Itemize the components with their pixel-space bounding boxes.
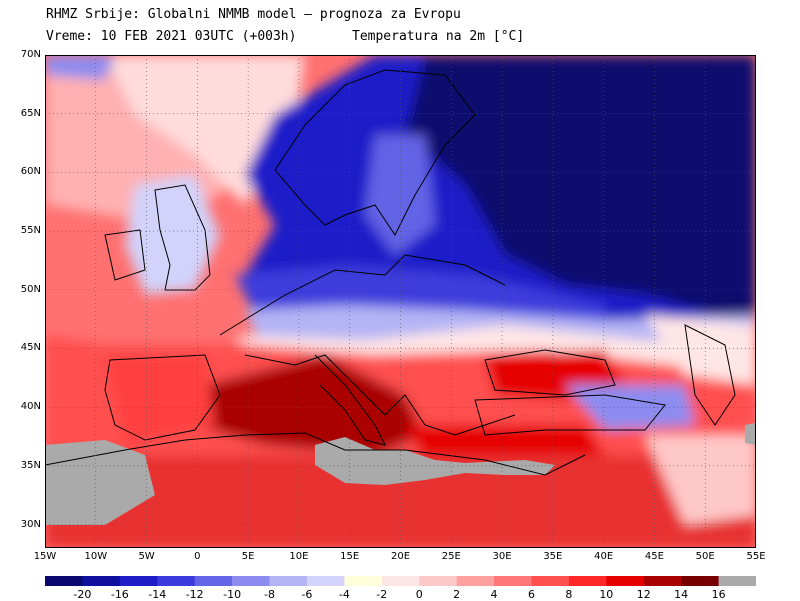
colorbar-label: -4: [338, 588, 350, 601]
map-title: RHMZ Srbije: Globalni NMMB model — progn…: [46, 7, 461, 22]
very-cold-east: [405, 55, 756, 325]
lon-label: 5E: [241, 551, 255, 562]
colorbar-segment: [531, 576, 570, 586]
colorbar-label: 10: [599, 588, 614, 601]
colorbar-segment: [381, 576, 420, 586]
colorbar-label: 8: [565, 588, 573, 601]
italy-coast: [314, 354, 386, 446]
colorbar-label: -6: [301, 588, 313, 601]
colorbar-label: 14: [674, 588, 689, 601]
lon-label: 15W: [33, 551, 57, 562]
lon-label: 20E: [390, 551, 411, 562]
missing-east: [745, 423, 756, 445]
europe-coast: [219, 254, 516, 436]
caspian-coast: [684, 324, 736, 426]
colorbar-segment: [494, 576, 532, 586]
colorbar-label: -10: [223, 588, 242, 601]
colorbar-label: -8: [264, 588, 275, 601]
colorbar-segment: [194, 576, 233, 586]
map-frame: [45, 55, 756, 548]
colorbar: [45, 576, 756, 586]
colorbar-segment: [306, 576, 345, 586]
lat-label: 50N: [20, 283, 41, 295]
colorbar-label: -20: [73, 588, 92, 601]
lon-label: 40E: [594, 551, 614, 562]
colorbar-segment: [606, 576, 645, 586]
lat-label: 35N: [20, 459, 41, 471]
forecast-time: Vreme: 10 FEB 2021 03UTC (+003h): [46, 29, 297, 44]
arabia-pale: [645, 435, 756, 525]
baltic-lighter: [365, 135, 435, 255]
lon-label: 35E: [543, 551, 563, 562]
africa-coast: [45, 432, 586, 476]
colorbar-segment: [718, 576, 756, 586]
britain-pale: [125, 175, 220, 295]
colorbar-label: -12: [185, 588, 204, 601]
lat-label: 45N: [20, 342, 41, 354]
temperature-map: [45, 55, 756, 548]
colorbar-label: 4: [490, 588, 498, 601]
variable-label: Temperatura na 2m [°C]: [352, 29, 525, 44]
africa-warm: [45, 455, 756, 548]
colorbar-segment: [119, 576, 158, 586]
lon-label: 10W: [84, 551, 108, 562]
colorbar-segment: [269, 576, 308, 586]
colorbar-segment: [232, 576, 271, 586]
colorbar-label: -2: [376, 588, 388, 601]
black-sea-coast: [484, 349, 616, 396]
colorbar-segment: [681, 576, 720, 586]
lon-label: 5W: [138, 551, 155, 562]
lat-label: 70N: [20, 49, 41, 60]
missing-sahara-west: [45, 440, 155, 525]
cold-greenland-edge: [45, 55, 115, 80]
coastlines: [45, 69, 736, 476]
lon-label: 25E: [441, 551, 461, 562]
lon-label: 0: [194, 551, 201, 562]
colorbar-label: 16: [711, 588, 726, 601]
colorbar-segment: [456, 576, 495, 586]
colorbar-label: 12: [636, 588, 651, 601]
east-med: [405, 425, 605, 460]
colorbar-label: 2: [453, 588, 461, 601]
turkey-coast: [474, 394, 666, 436]
lat-label: 55N: [20, 225, 41, 237]
ireland-coast: [104, 229, 146, 281]
colorbar-label: -14: [148, 588, 167, 601]
lon-label: 45E: [644, 551, 664, 562]
colorbar-segment: [419, 576, 458, 586]
colorbar-label: -16: [110, 588, 129, 601]
colorbar-label: 6: [527, 588, 535, 601]
colorbar-segment: [45, 576, 83, 586]
scandinavia-coast: [274, 69, 476, 236]
colorbar-segment: [82, 576, 121, 586]
missing-sahara-central: [315, 437, 555, 485]
lon-label: 10E: [289, 551, 309, 562]
mediterranean-hot: [195, 355, 425, 455]
caucasus-pale: [645, 315, 756, 385]
colorbar-label: 0: [415, 588, 423, 601]
anatolia-cold: [565, 385, 695, 430]
colorbar-segment: [157, 576, 196, 586]
gridlines: [45, 55, 756, 548]
lat-label: 60N: [20, 166, 41, 178]
colorbar-segment: [568, 576, 607, 586]
lat-label: 30N: [20, 518, 41, 530]
lon-label: 15E: [340, 551, 360, 562]
lat-label: 40N: [20, 401, 41, 413]
lon-label: 50E: [695, 551, 715, 562]
iberia-warm: [105, 355, 215, 445]
iberia-coast: [104, 354, 221, 441]
colorbar-segment: [344, 576, 383, 586]
britain-coast: [154, 184, 211, 291]
lon-label: 55E: [746, 551, 766, 562]
lon-label: 30E: [492, 551, 512, 562]
lat-label: 65N: [20, 107, 41, 119]
colorbar-segment: [643, 576, 682, 586]
